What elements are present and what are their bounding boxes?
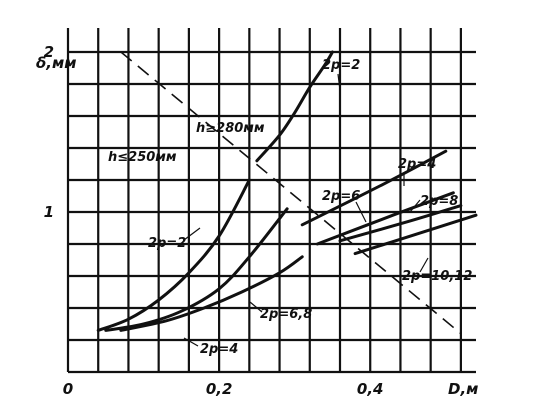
annotation-2p8-right: 2p=8 bbox=[420, 194, 458, 209]
x-tick-label: 0,4 bbox=[357, 380, 384, 398]
boundary-layer bbox=[120, 51, 462, 335]
tick-labels: 0 0,2 0,4 1 2 bbox=[44, 43, 384, 398]
series-curve-2 bbox=[119, 255, 304, 332]
leader-layer bbox=[183, 73, 429, 347]
annotation-2p6-8: 2p=6,8 bbox=[260, 307, 312, 322]
annotation-2p4-lower: 2p=4 bbox=[200, 342, 238, 357]
annotation-2p2-upper: 2p=2 bbox=[322, 58, 360, 73]
annotation-2p6-right: 2p=6 bbox=[322, 189, 360, 204]
series-curve-7 bbox=[353, 213, 478, 256]
series-curve-1 bbox=[104, 207, 289, 332]
leader-line bbox=[419, 257, 429, 273]
x-tick-label: 0 bbox=[63, 380, 73, 398]
y-axis-label: δ,мм bbox=[36, 54, 77, 72]
annotation-2p4-right: 2p=4 bbox=[398, 157, 436, 172]
leader-line bbox=[183, 337, 199, 347]
annotation-h-ge-280: h≥280мм bbox=[196, 121, 265, 136]
series-curve-3 bbox=[255, 50, 334, 163]
leader-line bbox=[183, 227, 201, 241]
x-tick-label: 0,2 bbox=[206, 380, 233, 398]
series-layer bbox=[96, 50, 478, 332]
leader-line bbox=[337, 73, 341, 91]
series-curve-5 bbox=[315, 191, 455, 246]
y-tick-label: 2 bbox=[44, 43, 54, 61]
y-tick-label: 1 bbox=[44, 203, 54, 221]
series-curve-4 bbox=[300, 149, 448, 227]
annotation-2p10-12: 2p=10,12 bbox=[402, 269, 472, 284]
x-axis-label: D,м bbox=[448, 380, 478, 398]
series-curve-6 bbox=[338, 204, 463, 243]
leader-line bbox=[409, 199, 421, 213]
annotation-h-le-250: h≤250мм bbox=[108, 150, 177, 165]
leader-line bbox=[355, 201, 367, 223]
boundary-dashed-line bbox=[120, 51, 462, 335]
series-curve-0 bbox=[96, 178, 251, 332]
leader-line bbox=[249, 301, 263, 313]
annotation-2p2-lower: 2p=2 bbox=[148, 236, 186, 251]
